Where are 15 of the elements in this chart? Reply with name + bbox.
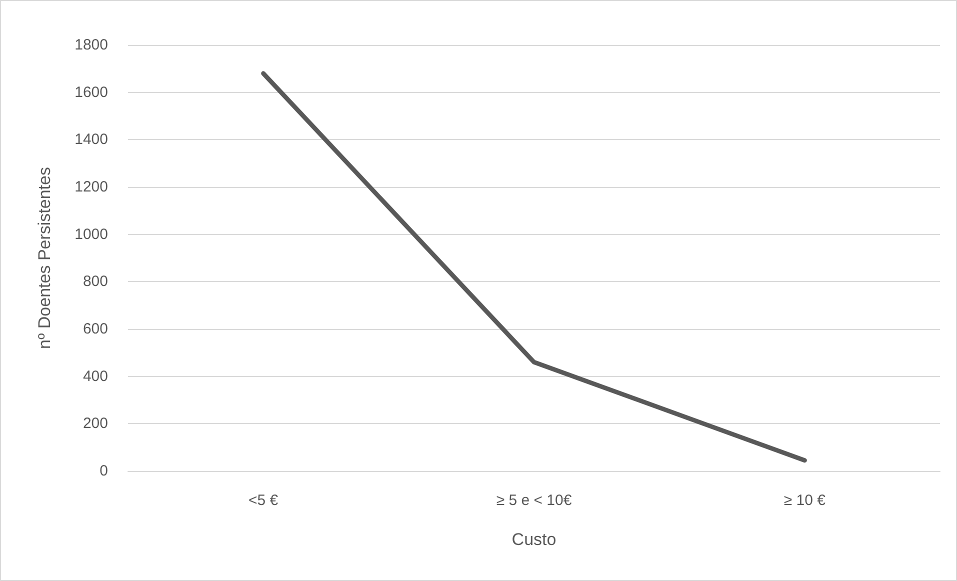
y-axis-title: nº Doentes Persistentes [35, 167, 54, 349]
y-tick-label: 200 [82, 415, 108, 432]
x-tick-label: ≥ 5 e < 10€ [496, 492, 572, 509]
y-tick-label: 1600 [74, 84, 108, 101]
y-tick-label: 1400 [74, 131, 108, 148]
y-tick-label: 600 [82, 320, 108, 338]
y-tick-label: 400 [82, 368, 108, 385]
y-tick-label: 1000 [74, 226, 108, 243]
x-tick-label: <5 € [248, 492, 279, 509]
y-tick-label: 1200 [74, 178, 108, 196]
y-tick-label: 800 [82, 273, 108, 290]
x-tick-label: ≥ 10 € [784, 492, 826, 509]
x-axis-title: Custo [512, 530, 556, 549]
y-tick-label: 1800 [74, 36, 108, 54]
y-tick-label: 0 [100, 462, 108, 480]
